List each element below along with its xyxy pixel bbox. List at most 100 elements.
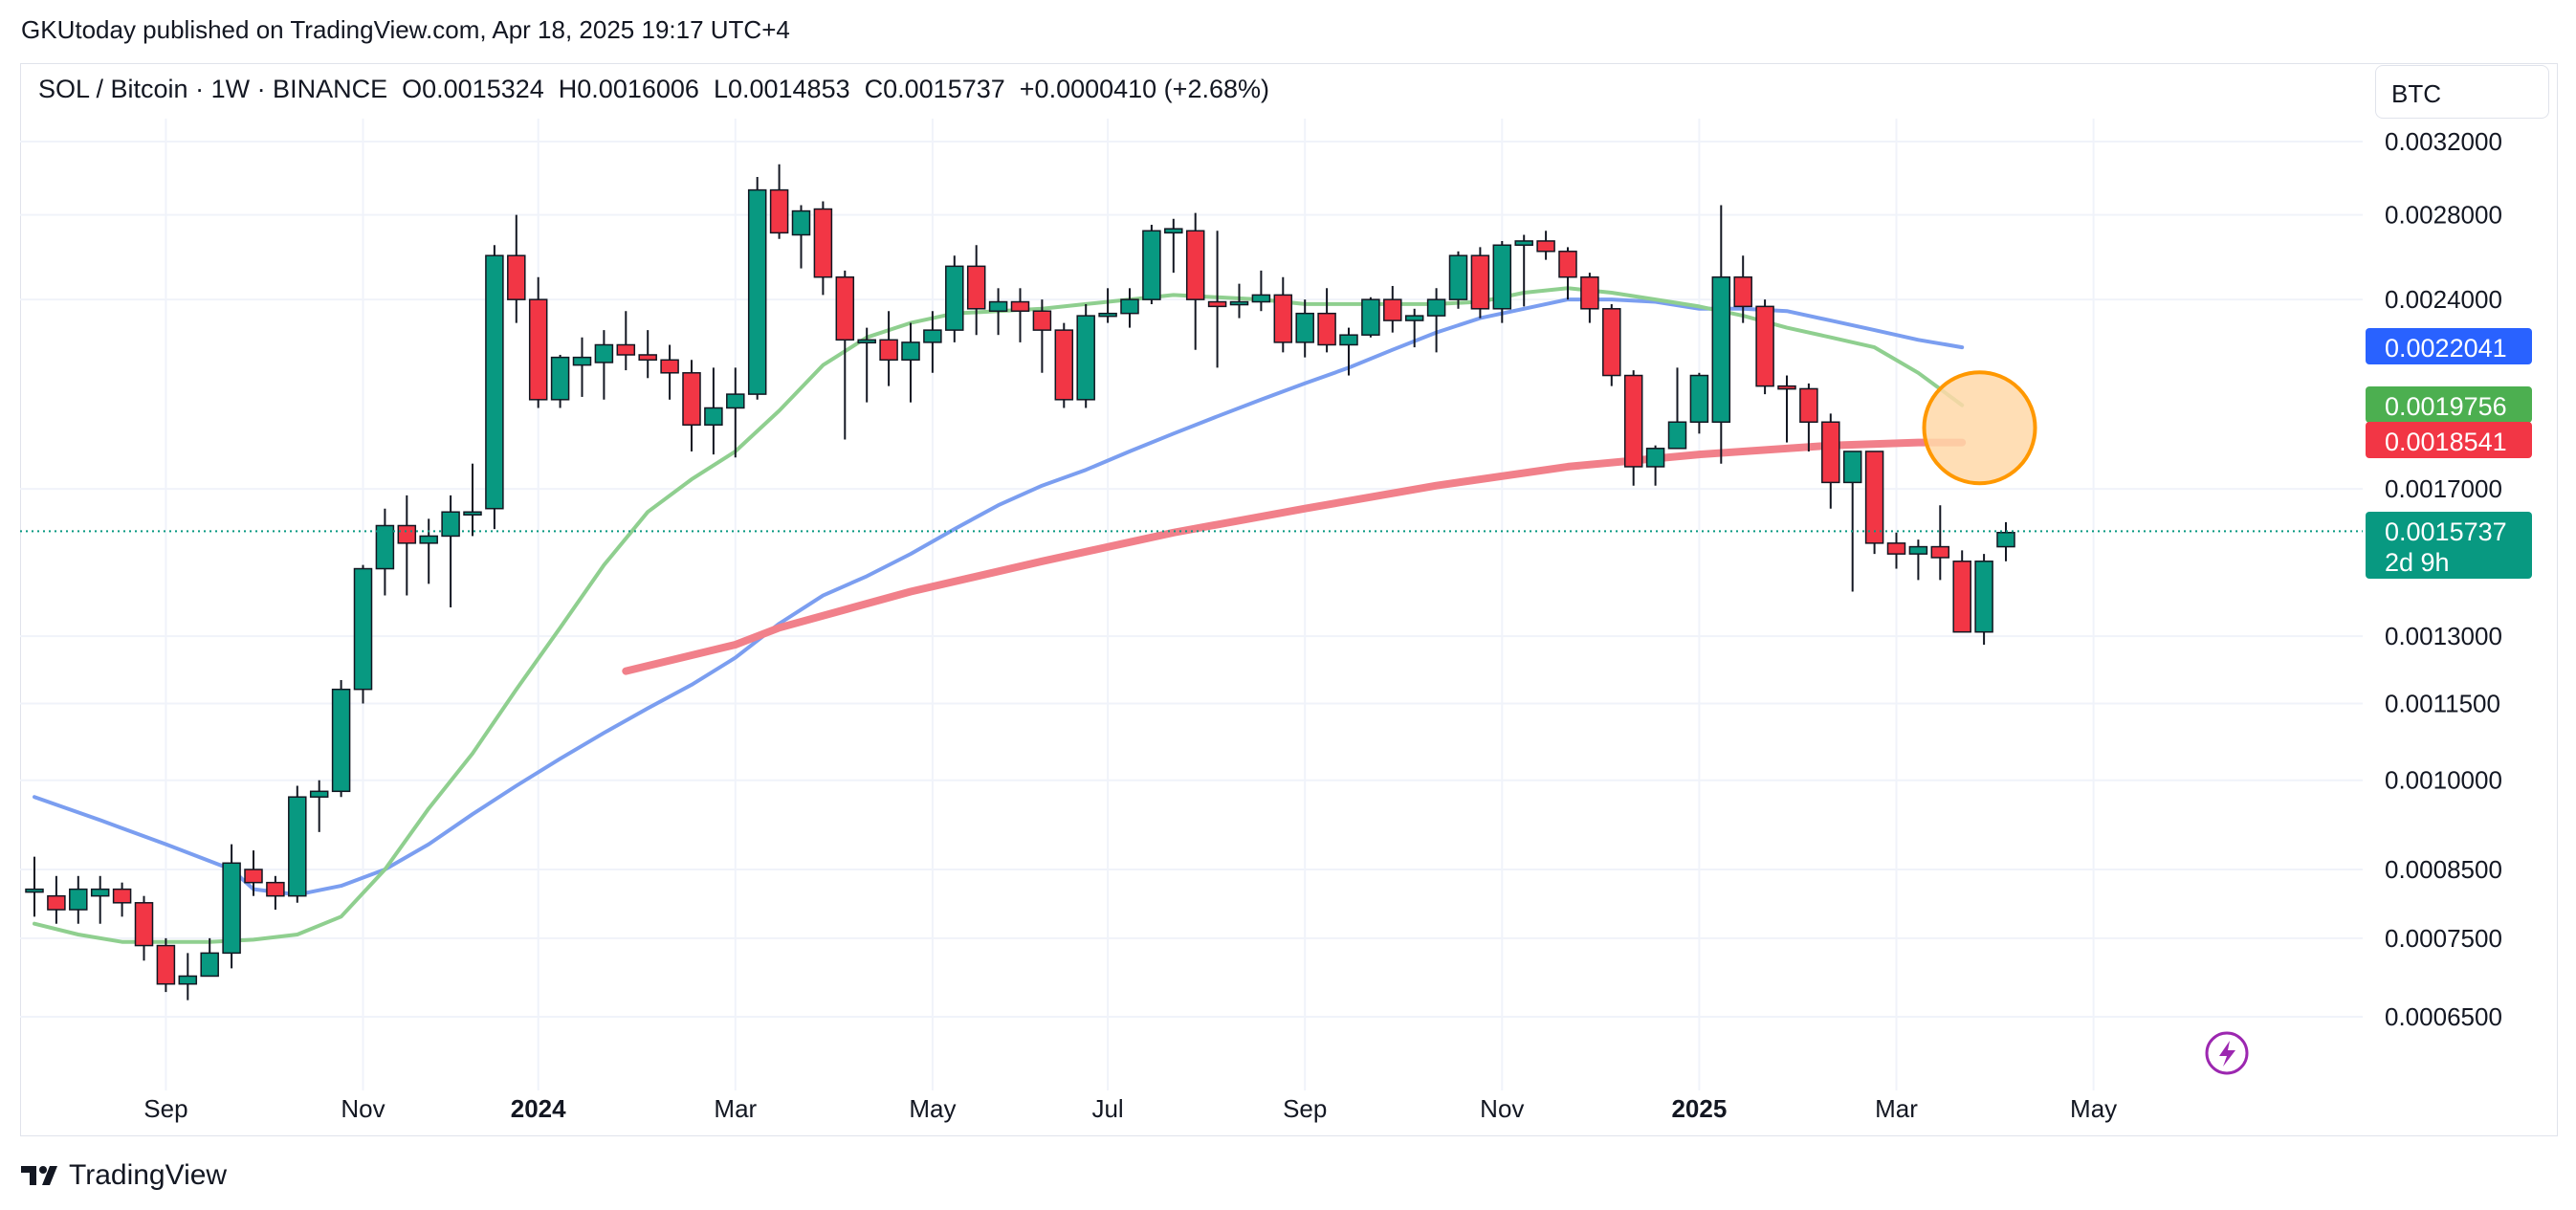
candle-body bbox=[1295, 312, 1314, 343]
publisher-header: GKUtoday published on TradingView.com, A… bbox=[21, 15, 790, 44]
candle bbox=[1098, 288, 1117, 323]
candle bbox=[1864, 451, 1884, 555]
candle-body bbox=[353, 567, 373, 691]
candle bbox=[375, 508, 395, 596]
badge-label: 0.0019756 bbox=[2385, 392, 2507, 421]
ohlc-high: 0.0016006 bbox=[577, 75, 699, 103]
price-tick-label: 0.0013000 bbox=[2385, 622, 2502, 650]
candle bbox=[1492, 240, 1512, 323]
candle-body bbox=[726, 393, 745, 409]
candle bbox=[791, 205, 811, 269]
candle-body bbox=[1229, 300, 1249, 306]
candle-body bbox=[857, 339, 876, 344]
badge-label: 0.0015737 bbox=[2385, 517, 2507, 546]
candle bbox=[1755, 299, 1774, 395]
time-tick-label: Mar bbox=[714, 1094, 757, 1123]
candle bbox=[879, 311, 898, 386]
candle bbox=[1930, 505, 1950, 581]
candle bbox=[638, 330, 657, 379]
candle bbox=[1120, 288, 1139, 328]
candle bbox=[485, 245, 504, 530]
candle-body bbox=[25, 888, 44, 893]
ohlc-open-label: O bbox=[402, 75, 423, 103]
ohlc-close-label: C bbox=[864, 75, 884, 103]
candle bbox=[397, 495, 417, 596]
price-tick-label: 0.0006500 bbox=[2385, 1002, 2502, 1031]
candle bbox=[1404, 308, 1424, 348]
candle bbox=[309, 780, 329, 832]
candle-body bbox=[266, 881, 285, 897]
candle-body bbox=[1821, 421, 1840, 484]
candle-body bbox=[178, 975, 198, 985]
candle-body bbox=[419, 535, 438, 544]
candle bbox=[47, 875, 66, 924]
currency-selector[interactable]: BTC bbox=[2375, 65, 2549, 119]
candle bbox=[966, 245, 986, 336]
price-badge-ma-blue: 0.0022041 bbox=[2366, 328, 2532, 364]
price-badge-ma-red: 0.0018541 bbox=[2366, 422, 2532, 458]
candle bbox=[923, 311, 942, 373]
ohlc-open: 0.0015324 bbox=[422, 75, 544, 103]
candle-body bbox=[375, 524, 395, 570]
candle-body bbox=[1098, 312, 1117, 318]
candle-body bbox=[1974, 561, 1993, 633]
time-tick-label: Nov bbox=[1480, 1094, 1524, 1123]
candle-body bbox=[1426, 298, 1446, 317]
badge-label: 0.0022041 bbox=[2385, 334, 2507, 363]
candle-body bbox=[1711, 275, 1731, 423]
candle bbox=[1536, 231, 1555, 260]
candle bbox=[507, 214, 526, 323]
price-axis: 0.0032000 0.0028000 0.0024000 0.0017000 0.00… bbox=[2385, 127, 2502, 1031]
candle-body bbox=[1339, 334, 1358, 346]
candle bbox=[353, 564, 373, 704]
candle bbox=[1470, 247, 1490, 319]
candle bbox=[901, 322, 920, 403]
candle bbox=[682, 360, 701, 451]
candle-body bbox=[1404, 315, 1424, 321]
candle bbox=[331, 680, 351, 798]
candle bbox=[1032, 299, 1052, 373]
candle bbox=[1886, 532, 1906, 569]
price-tick-label: 0.0007500 bbox=[2385, 924, 2502, 953]
candle-body bbox=[1142, 230, 1161, 300]
candle-body bbox=[835, 275, 855, 341]
candle bbox=[1185, 212, 1205, 350]
candle-body bbox=[1536, 240, 1555, 253]
candle-body bbox=[69, 888, 88, 911]
tradingview-footer[interactable]: TradingView bbox=[21, 1159, 227, 1192]
ohlc-low: 0.0014853 bbox=[727, 75, 850, 103]
chart-frame bbox=[20, 63, 2558, 1136]
candle-body bbox=[441, 511, 460, 538]
candle-body bbox=[309, 790, 329, 798]
candle-body bbox=[1799, 387, 1818, 423]
tradingview-logo-icon bbox=[21, 1166, 57, 1185]
candle-body bbox=[1842, 451, 1862, 484]
candle bbox=[616, 311, 636, 371]
tradingview-brand: TradingView bbox=[69, 1159, 228, 1191]
candle-body bbox=[1383, 298, 1402, 321]
lightning-icon[interactable] bbox=[2205, 1031, 2249, 1075]
symbol-name[interactable]: SOL / Bitcoin · 1W · BINANCE bbox=[38, 75, 388, 103]
candle bbox=[1733, 255, 1752, 323]
candle-body bbox=[156, 944, 176, 985]
candle-body bbox=[1273, 294, 1293, 343]
price-tick-label: 0.0008500 bbox=[2385, 855, 2502, 884]
candle bbox=[441, 495, 460, 607]
candle bbox=[1602, 303, 1621, 386]
candle bbox=[222, 844, 241, 969]
candle bbox=[1207, 231, 1227, 368]
candle-body bbox=[90, 888, 110, 897]
candle bbox=[1996, 521, 2015, 561]
candle-body bbox=[1886, 542, 1906, 555]
candle-body bbox=[791, 209, 811, 236]
candle-body bbox=[1952, 561, 1971, 633]
ohlc-high-label: H bbox=[558, 75, 578, 103]
candle bbox=[1514, 234, 1533, 307]
price-tick-label: 0.0032000 bbox=[2385, 127, 2502, 156]
candle-body bbox=[923, 329, 942, 343]
candle-body bbox=[1777, 385, 1796, 390]
candle bbox=[1273, 276, 1293, 353]
ohlc-close: 0.0015737 bbox=[883, 75, 1005, 103]
